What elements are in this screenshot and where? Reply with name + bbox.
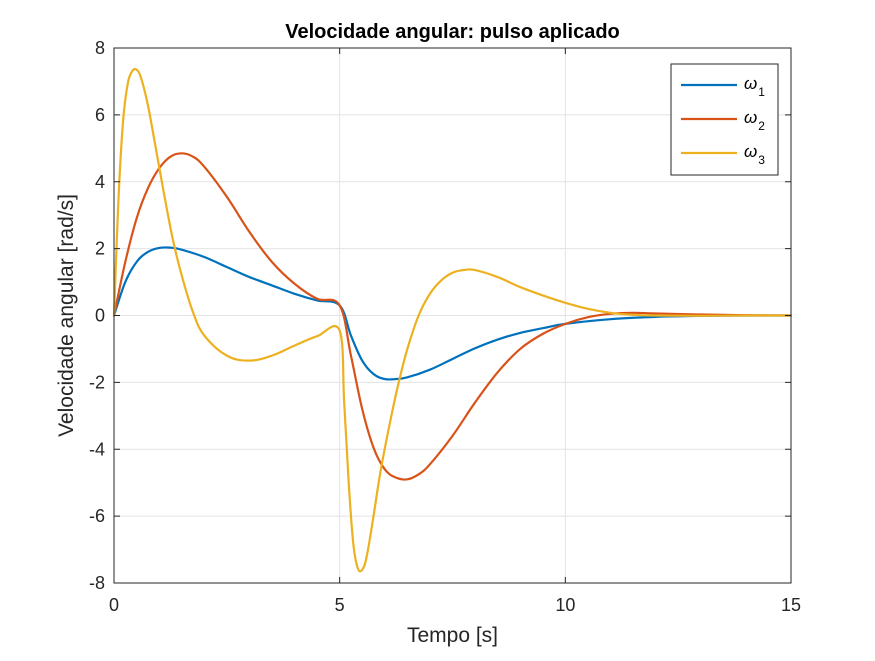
ticks: 0 5 10 15 -8 -6 -4 -2 0 2 4 6 8 bbox=[89, 38, 801, 615]
legend-symbol: ω bbox=[744, 108, 757, 127]
legend-label-omega-1: ω1 bbox=[744, 74, 765, 99]
y-axis-label: Velocidade angular [rad/s] bbox=[55, 194, 78, 437]
series-line-omega-2 bbox=[112, 152, 793, 481]
y-tick-label: -8 bbox=[89, 573, 105, 593]
y-tick-label: 4 bbox=[95, 172, 105, 192]
legend-subscript: 1 bbox=[758, 85, 765, 99]
series-line-omega-3 bbox=[112, 67, 793, 573]
legend-subscript: 3 bbox=[758, 153, 765, 167]
y-tick-label: -2 bbox=[89, 372, 105, 392]
x-tick-label: 0 bbox=[109, 595, 119, 615]
x-tick-label: 5 bbox=[335, 595, 345, 615]
legend-symbol: ω bbox=[744, 74, 757, 93]
x-tick-label: 15 bbox=[781, 595, 801, 615]
legend-symbol: ω bbox=[744, 142, 757, 161]
y-tick-label: 0 bbox=[95, 306, 105, 326]
y-tick-label: -6 bbox=[89, 506, 105, 526]
y-tick-label: 2 bbox=[95, 239, 105, 259]
chart-title: Velocidade angular: pulso aplicado bbox=[285, 21, 620, 43]
legend-label-omega-2: ω2 bbox=[744, 108, 765, 133]
legend-subscript: 2 bbox=[758, 119, 765, 133]
x-tick-label: 10 bbox=[555, 595, 575, 615]
y-tick-label: 6 bbox=[95, 105, 105, 125]
y-tick-label: 8 bbox=[95, 38, 105, 58]
x-axis-label: Tempo [s] bbox=[407, 624, 498, 647]
series-group bbox=[112, 67, 793, 573]
y-tick-label: -4 bbox=[89, 439, 105, 459]
legend-label-omega-3: ω3 bbox=[744, 142, 765, 167]
